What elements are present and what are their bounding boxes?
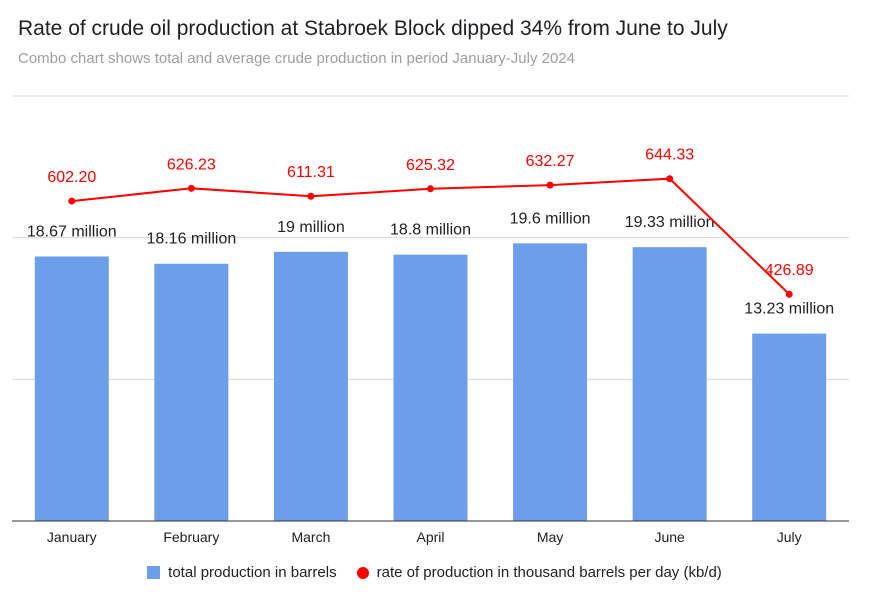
line-data-label: 611.31 bbox=[287, 164, 335, 181]
line-data-label: 626.23 bbox=[167, 156, 216, 173]
bar-data-label: 18.16 million bbox=[146, 231, 236, 248]
bar-data-label: 19.6 million bbox=[510, 210, 591, 227]
legend-item-line: rate of production in thousand barrels p… bbox=[356, 564, 722, 581]
x-tick-label: July bbox=[777, 529, 802, 545]
line-data-label: 644.33 bbox=[645, 147, 694, 164]
bar-data-label: 18.67 million bbox=[27, 224, 117, 241]
bar-data-label: 19 million bbox=[277, 219, 345, 236]
x-tick-label: March bbox=[291, 529, 330, 545]
line-data-labels: 602.20 626.23 611.31 625.32 632.27 644.33 426.… bbox=[47, 147, 813, 280]
bar bbox=[513, 243, 588, 522]
line-point bbox=[307, 192, 315, 200]
x-tick-label: June bbox=[654, 529, 685, 545]
line-point bbox=[427, 185, 434, 193]
bar-data-label: 19.33 million bbox=[625, 214, 715, 231]
line-point bbox=[187, 184, 195, 192]
line-point bbox=[666, 175, 674, 183]
x-tick-label: May bbox=[537, 529, 563, 545]
chart-title: Rate of crude oil production at Stabroek… bbox=[18, 17, 728, 40]
bar bbox=[752, 333, 827, 521]
line-data-label: 625.32 bbox=[406, 157, 455, 174]
legend-bar-label: total production in barrels bbox=[168, 564, 337, 581]
bar bbox=[393, 254, 468, 521]
x-axis: January February March April May June July bbox=[12, 520, 849, 545]
bar bbox=[154, 263, 229, 521]
x-tick-label: January bbox=[47, 529, 97, 545]
line-data-label: 632.27 bbox=[526, 153, 575, 170]
chart-subtitle: Combo chart shows total and average crud… bbox=[18, 50, 575, 67]
legend: total production in barrels rate of prod… bbox=[0, 564, 869, 581]
line-point bbox=[785, 290, 793, 298]
bar-series bbox=[34, 243, 827, 522]
legend-line-label: rate of production in thousand barrels p… bbox=[376, 564, 722, 581]
line-point bbox=[546, 181, 554, 189]
bar-data-label: 13.23 million bbox=[744, 301, 834, 318]
bar-data-label: 18.8 million bbox=[390, 222, 471, 239]
line-data-label: 426.89 bbox=[765, 262, 814, 279]
bar bbox=[34, 256, 109, 521]
line-data-label: 602.20 bbox=[47, 169, 96, 186]
x-tick-label: April bbox=[416, 529, 444, 545]
bar bbox=[632, 247, 707, 522]
bar bbox=[273, 251, 348, 522]
legend-bar-swatch bbox=[147, 566, 161, 579]
line-series bbox=[68, 175, 793, 298]
legend-item-bar: total production in barrels bbox=[147, 564, 337, 581]
x-tick-label: February bbox=[163, 529, 219, 545]
line-point bbox=[68, 197, 76, 205]
bar-data-labels: 18.67 million 18.16 million 19 million 18.8… bbox=[27, 210, 834, 317]
legend-line-swatch bbox=[356, 566, 369, 579]
